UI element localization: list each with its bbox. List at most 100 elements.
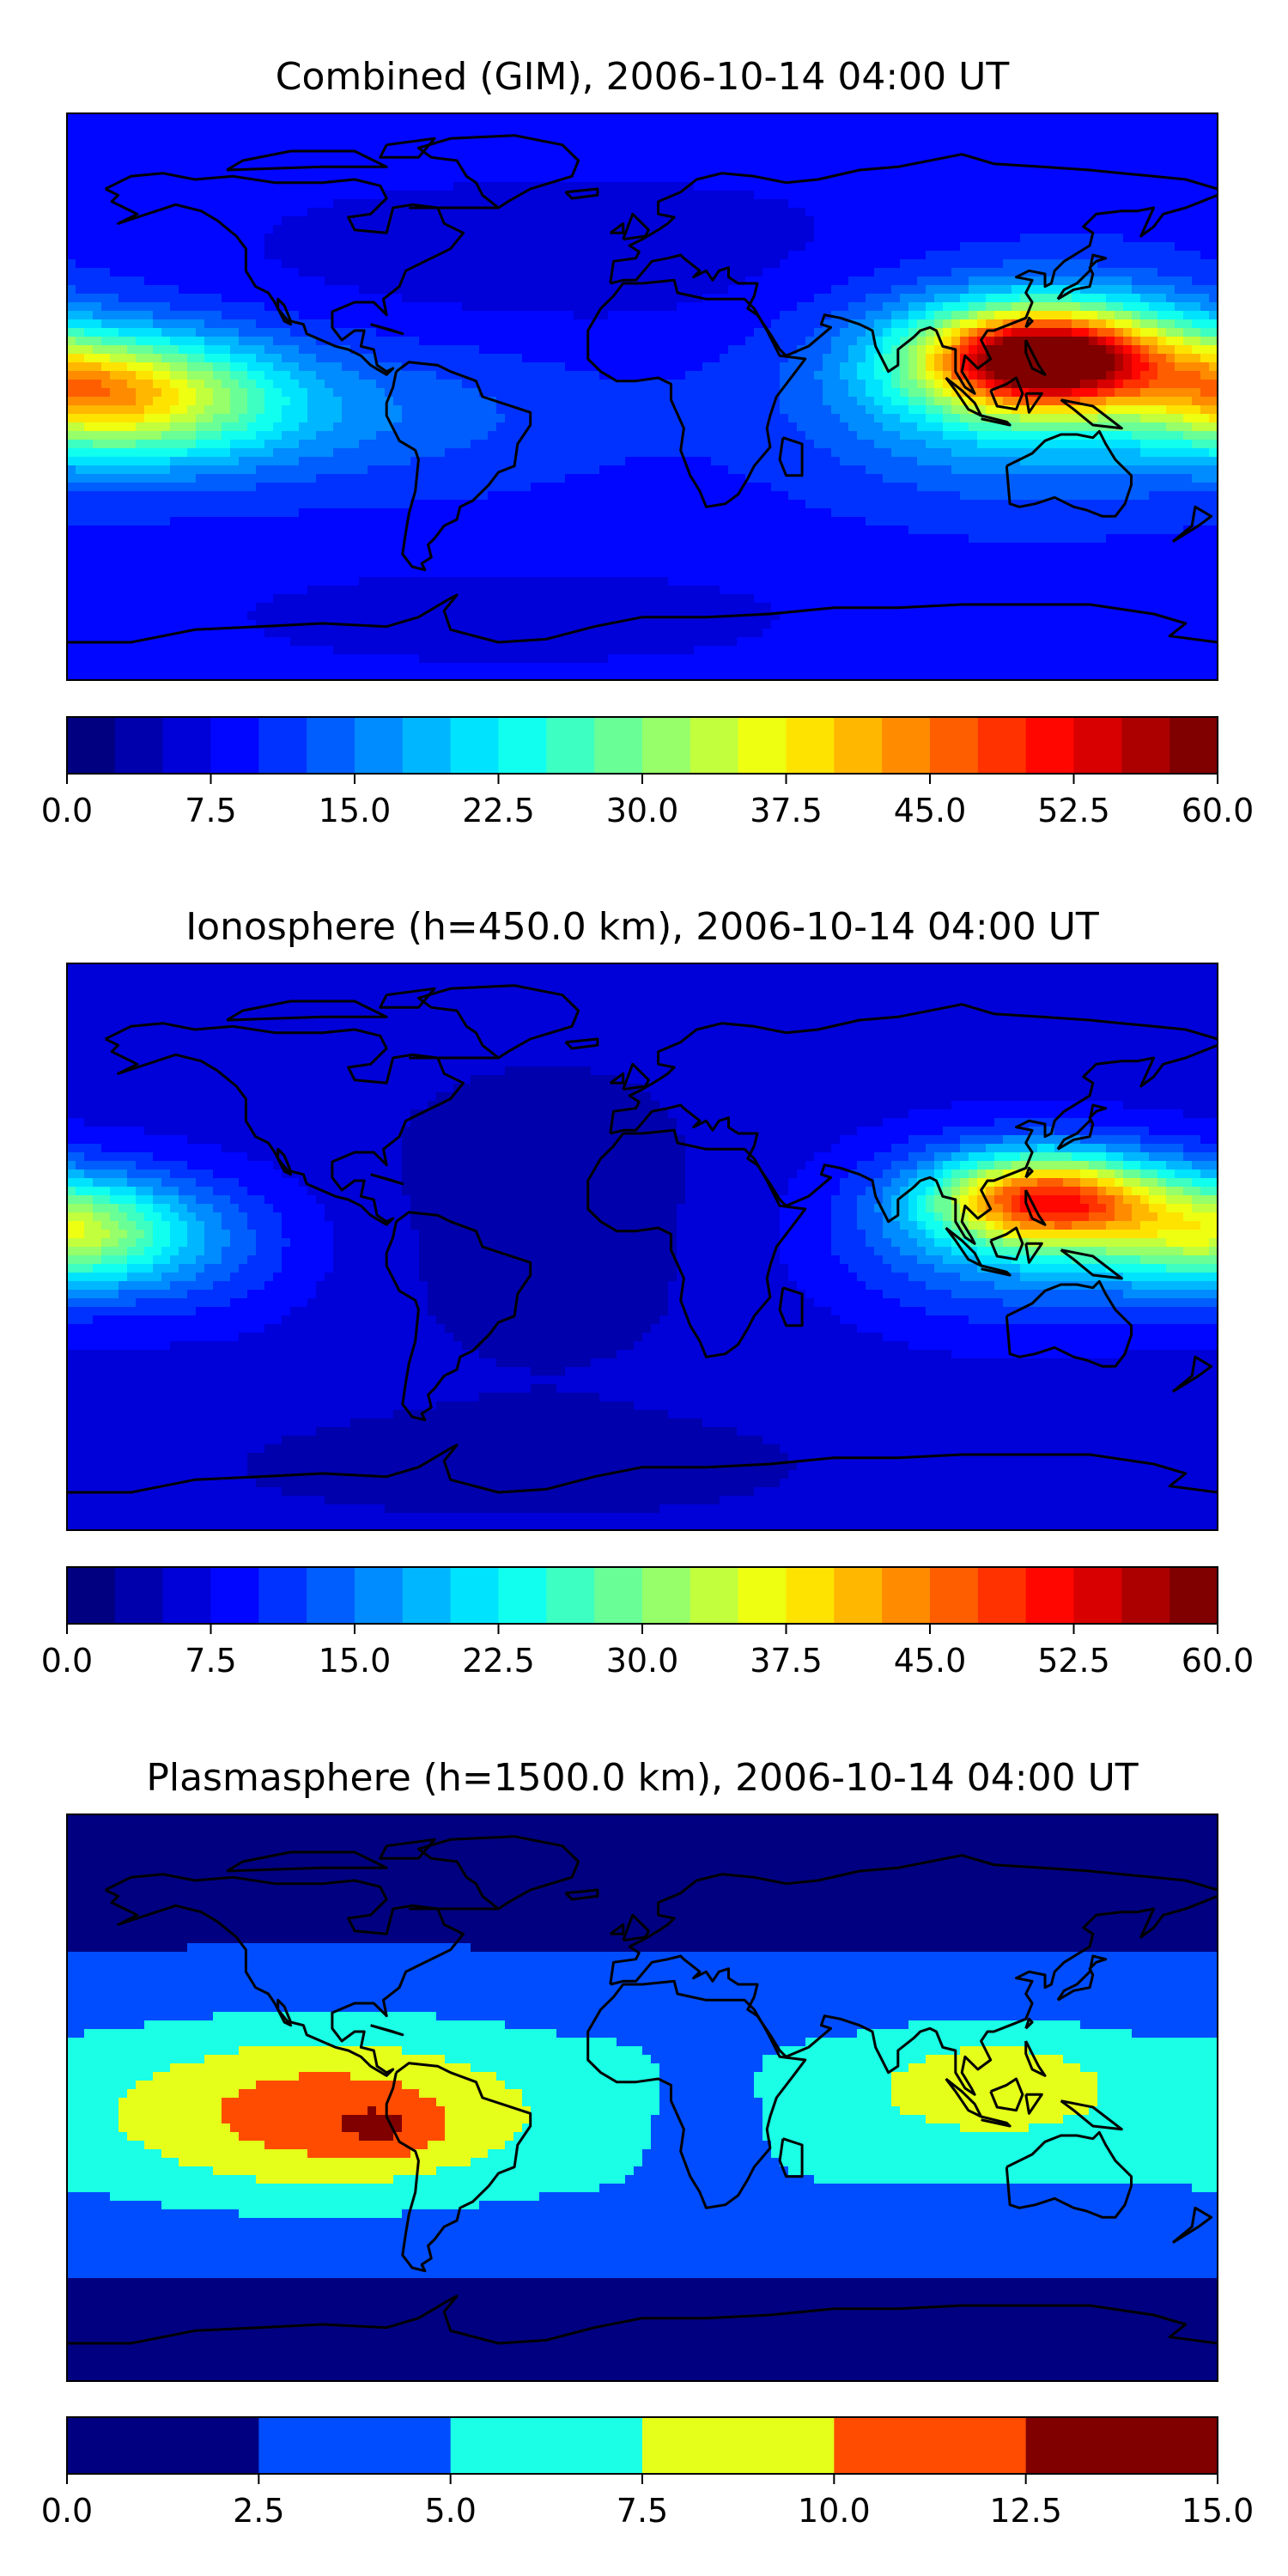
field-cell	[539, 388, 549, 398]
field-cell	[385, 285, 394, 295]
field-cell	[711, 397, 720, 406]
field-cell	[737, 122, 746, 131]
field-cell	[1183, 354, 1193, 363]
field-cell	[213, 311, 222, 320]
field-cell	[977, 405, 987, 415]
field-cell	[668, 156, 677, 166]
field-cell	[316, 285, 325, 295]
field-cell	[505, 285, 514, 295]
field-cell	[76, 422, 85, 432]
field-cell	[900, 354, 909, 363]
field-cell	[1157, 302, 1167, 312]
field-cell	[136, 431, 145, 440]
field-cell	[642, 113, 652, 123]
field-cell	[694, 216, 703, 226]
field-cell	[1149, 208, 1158, 217]
field-cell	[273, 311, 283, 320]
field-cell	[720, 199, 729, 209]
field-cell	[1080, 234, 1090, 243]
field-cell	[917, 113, 927, 123]
field-cell	[290, 397, 300, 406]
field-cell	[1046, 182, 1055, 191]
field-cell	[780, 131, 789, 140]
field-cell	[445, 208, 454, 217]
field-cell	[93, 362, 102, 372]
field-cell	[153, 173, 162, 183]
field-cell	[1072, 328, 1081, 337]
field-cell	[737, 139, 746, 149]
field-cell	[307, 294, 317, 303]
field-cell	[118, 131, 128, 140]
field-cell	[917, 268, 927, 277]
field-cell	[161, 388, 171, 398]
field-cell	[599, 362, 609, 372]
field-cell	[874, 191, 884, 200]
field-cell	[67, 285, 76, 295]
field-cell	[496, 113, 506, 123]
field-cell	[908, 225, 918, 234]
field-cell	[874, 131, 884, 140]
field-cell	[282, 311, 291, 320]
field-cell	[127, 122, 137, 131]
field-cell	[531, 173, 540, 183]
field-cell	[153, 422, 162, 432]
field-cell	[513, 113, 523, 123]
field-cell	[694, 225, 703, 234]
field-cell	[410, 122, 420, 131]
field-cell	[1175, 156, 1184, 166]
field-cell	[857, 131, 866, 140]
field-cell	[891, 337, 901, 346]
field-cell	[934, 276, 944, 286]
field-cell	[874, 225, 884, 234]
field-cell	[634, 191, 643, 200]
field-cell	[1080, 405, 1090, 415]
field-cell	[402, 285, 411, 295]
field-cell	[840, 242, 849, 252]
field-cell	[565, 268, 574, 277]
field-cell	[513, 182, 523, 191]
field-cell	[1072, 122, 1081, 131]
field-cell	[608, 191, 617, 200]
field-cell	[883, 405, 892, 415]
field-cell	[994, 199, 1004, 209]
field-cell	[179, 191, 188, 200]
field-cell	[891, 122, 901, 131]
field-cell	[625, 122, 635, 131]
field-cell	[325, 199, 334, 209]
field-cell	[110, 319, 119, 329]
field-cell	[462, 234, 471, 243]
field-cell	[488, 354, 497, 363]
field-cell	[1149, 131, 1158, 140]
field-cell	[522, 380, 532, 389]
field-cell	[1046, 371, 1055, 380]
field-cell	[651, 328, 660, 337]
field-cell	[359, 173, 368, 183]
field-cell	[548, 422, 557, 432]
field-cell	[1166, 345, 1176, 355]
field-cell	[754, 380, 763, 389]
field-cell	[101, 337, 111, 346]
field-cell	[908, 345, 918, 355]
field-cell	[307, 156, 317, 166]
field-cell	[694, 371, 703, 380]
field-cell	[1200, 165, 1210, 174]
field-cell	[634, 173, 643, 183]
field-cell	[1020, 354, 1030, 363]
field-cell	[93, 354, 102, 363]
field-cell	[350, 337, 360, 346]
field-cell	[428, 165, 437, 174]
field-cell	[599, 139, 609, 149]
field-cell	[264, 182, 274, 191]
field-cell	[908, 388, 918, 398]
field-cell	[273, 371, 283, 380]
field-cell	[780, 165, 789, 174]
field-cell	[136, 191, 145, 200]
field-cell	[144, 242, 154, 252]
field-cell	[410, 156, 420, 166]
field-cell	[282, 165, 291, 174]
field-cell	[969, 285, 978, 295]
field-cell	[187, 165, 197, 174]
field-cell	[67, 113, 76, 123]
field-cell	[256, 259, 265, 269]
field-cell	[883, 165, 892, 174]
